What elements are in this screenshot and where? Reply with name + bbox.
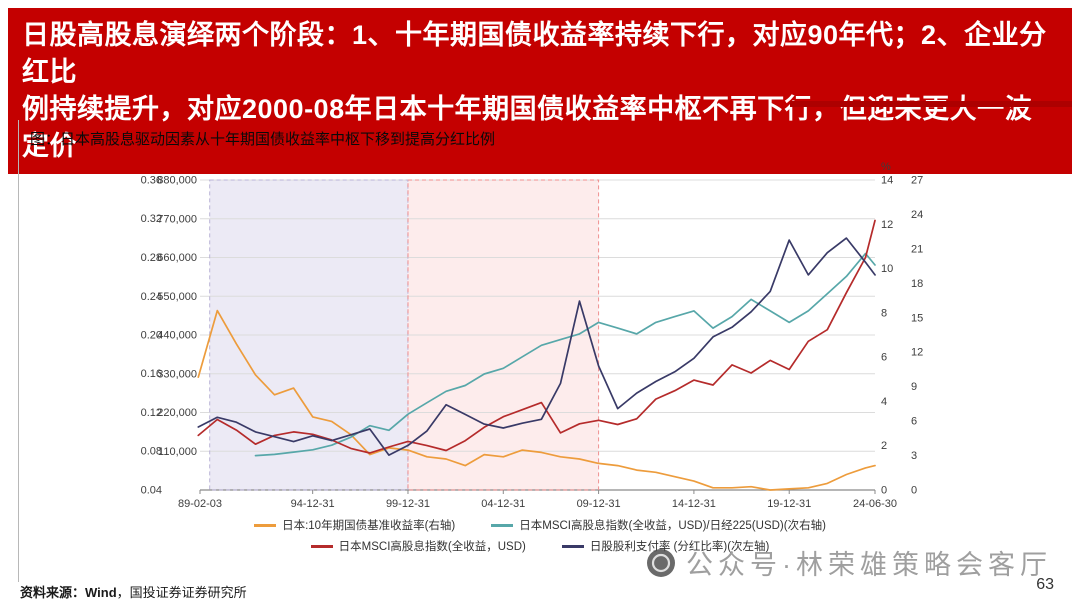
left-primary-tick-label: 660,000 — [157, 252, 197, 264]
chart-area: 89-02-03 94-12-31 99-12-31 04-12-31 09-12-31… — [25, 160, 1055, 512]
x-tick-label: 24-06-30 — [853, 498, 897, 510]
left-secondary-tick-label: 0.04 — [141, 485, 162, 497]
left-primary-tick-label: 770,000 — [157, 213, 197, 225]
legend-swatch — [561, 544, 584, 548]
legend-label: 日股股利支付率 (分红比率)(次左轴) — [589, 541, 770, 553]
right-secondary-tick-label: 18 — [911, 278, 923, 290]
right-primary-tick-label: 12 — [881, 219, 893, 231]
left-primary-tick-label: 440,000 — [157, 330, 197, 342]
x-tick-label: 14-12-31 — [672, 498, 716, 510]
right-secondary-tick-label: 6 — [911, 416, 917, 428]
right-primary-tick-label: 4 — [881, 396, 887, 408]
series-line-3 — [197, 237, 876, 456]
legend-row-1: 日本:10年期国债基准收益率(右轴) 日本MSCI高股息指数(全收益，USD)/日… — [0, 517, 1080, 533]
right-primary-tick-label: 14 — [881, 175, 893, 187]
left-secondary-tick-label: 0.32 — [141, 213, 162, 225]
right-primary-tick-label: 8 — [881, 307, 887, 319]
chart-canvas: 89-02-03 94-12-31 99-12-31 04-12-31 09-12-31… — [141, 161, 924, 510]
legend-item: 日股股利支付率 (分红比率)(次左轴) — [561, 538, 770, 554]
left-primary-tick-label: 880,000 — [157, 175, 197, 187]
watermark-text: 公众号·林荣雄策略会客厅 — [686, 550, 1052, 580]
right-primary-tick-label: 2 — [881, 440, 887, 452]
watermark: 公众号·林荣雄策略会客厅 — [646, 543, 1052, 582]
left-primary-tick-label: 550,000 — [157, 291, 197, 303]
right-secondary-tick-label: 21 — [911, 243, 923, 255]
right-primary-tick-label: 6 — [881, 352, 887, 364]
x-tick-label: 09-12-31 — [577, 498, 621, 510]
content-left-border — [18, 120, 19, 582]
right-primary-tick-label: 10 — [881, 263, 893, 275]
source-rest: ，国投证券证券研究所 — [116, 585, 247, 600]
left-secondary-tick-label: 0.12 — [141, 407, 162, 419]
banner-accent-bar — [790, 101, 1072, 107]
left-primary-tick-label: 110,000 — [158, 446, 197, 458]
left-secondary-tick-label: 0.36 — [141, 175, 162, 187]
right-secondary-tick-label: 12 — [911, 347, 923, 359]
page-number: 63 — [1036, 576, 1054, 593]
left-secondary-tick-label: 0.24 — [141, 291, 162, 303]
legend-label: 日本:10年期国债基准收益率(右轴) — [282, 520, 456, 532]
legend-swatch — [491, 523, 514, 527]
right-secondary-tick-label: 27 — [911, 175, 923, 187]
right-secondary-tick-label: 9 — [911, 381, 917, 393]
right-secondary-tick-label: 3 — [911, 450, 917, 462]
left-primary-tick-label: 220,000 — [157, 407, 197, 419]
series-line-2 — [197, 219, 876, 454]
x-tick-label: 94-12-31 — [291, 498, 335, 510]
right-secondary-tick-label: 24 — [911, 209, 923, 221]
left-secondary-tick-label: 0.28 — [141, 252, 162, 264]
source-name: Wind — [85, 585, 117, 600]
chart-legend: 日本:10年期国债基准收益率(右轴) 日本MSCI高股息指数(全收益，USD)/日… — [0, 517, 1080, 559]
right-secondary-tick-label: 15 — [911, 312, 923, 324]
legend-item: 日本:10年期国债基准收益率(右轴) — [254, 517, 455, 533]
legend-item: 日本MSCI高股息指数(全收益，USD)/日经225(USD)(次右轴) — [491, 517, 826, 533]
legend-swatch — [310, 544, 333, 548]
x-tick-label: 04-12-31 — [481, 498, 525, 510]
left-primary-tick-label: 330,000 — [157, 368, 197, 380]
right-axis-unit-label: % — [881, 161, 891, 173]
source-prefix: 资料来源： — [20, 585, 86, 600]
legend-row-2: 日本MSCI高股息指数(全收益，USD) 日股股利支付率 (分红比率)(次左轴) — [0, 538, 1080, 554]
x-tick-label: 99-12-31 — [386, 498, 430, 510]
title-banner: 日股高股息演绎两个阶段：1、十年期国债收益率持续下行，对应90年代；2、企业分红… — [8, 8, 1072, 174]
legend-swatch — [254, 523, 277, 527]
title-line-2: 例持续提升，对应2000-08年日本十年期国债收益率中枢不再下行，但迎来更大一波… — [22, 94, 1033, 161]
left-secondary-tick-label: 0.20 — [141, 330, 162, 342]
right-primary-tick-label: 0 — [881, 485, 887, 497]
source-note: 资料来源：Wind，国投证券证券研究所 — [20, 582, 247, 601]
legend-label: 日本MSCI高股息指数(全收益，USD) — [338, 541, 526, 553]
title-line-1: 日股高股息演绎两个阶段：1、十年期国债收益率持续下行，对应90年代；2、企业分红… — [22, 20, 1047, 87]
left-secondary-tick-label: 0.08 — [141, 446, 162, 458]
left-secondary-tick-label: 0.16 — [141, 368, 162, 380]
legend-label: 日本MSCI高股息指数(全收益，USD)/日经225(USD)(次右轴) — [519, 520, 826, 532]
x-tick-label: 19-12-31 — [767, 498, 811, 510]
series-line-0 — [197, 309, 876, 491]
x-tick-label: 89-02-03 — [178, 498, 222, 510]
figure-caption: 图：日本高股息驱动因素从十年期国债收益率中枢下移到提高分红比例 — [30, 131, 496, 148]
watermark-logo — [647, 548, 675, 577]
right-secondary-tick-label: 0 — [911, 485, 917, 497]
legend-item: 日本MSCI高股息指数(全收益，USD) — [310, 538, 526, 554]
